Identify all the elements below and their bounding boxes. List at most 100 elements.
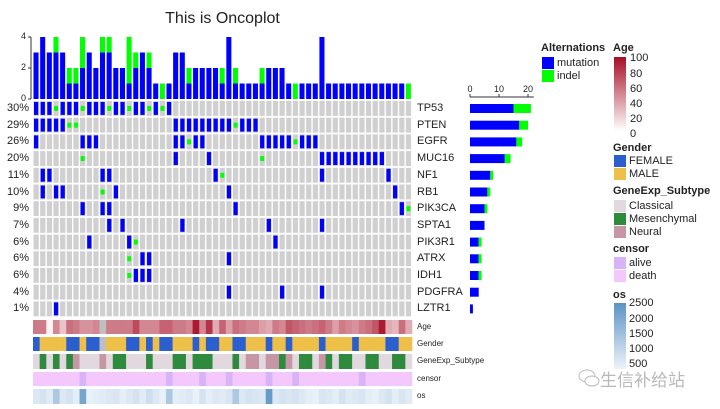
top-bar-mutation [286,83,292,99]
cell-empty [372,234,378,250]
annotation-os-cell [385,389,393,404]
cell-empty [365,234,372,250]
annotation-age-cell [318,320,326,334]
cell-empty [359,134,365,150]
cell-mutation [220,118,225,132]
cell-empty [146,201,152,217]
legend-age-title: Age [613,42,634,54]
cell-empty [306,268,312,283]
annotation-subtype-cell [219,354,227,369]
cell-empty [392,301,398,317]
cell-mutation [140,269,145,282]
cell-empty [186,234,192,250]
cell-empty [219,101,225,116]
annotation-subtype-cell [199,354,207,369]
annotation-label: os [417,391,426,400]
cell-empty [213,134,219,150]
annotation-censor-cell [179,372,187,386]
top-bar-mutation [66,83,72,99]
cell-empty [126,134,132,150]
cell-empty [93,301,99,317]
annotation-subtype-cell [332,354,340,369]
annotation-os-cell [405,389,413,404]
cell-empty [346,217,352,233]
annotation-os-cell [33,389,40,404]
cell-empty [179,284,186,300]
cell-empty [399,251,405,267]
wechat-icon [578,369,600,387]
cell-mutation [200,118,205,132]
cell-empty [359,284,365,300]
cell-empty [246,184,252,200]
cell-empty [193,301,199,317]
cell-empty [372,167,378,183]
cell-empty [372,268,378,283]
legend-os-tick: 2000 [629,313,654,325]
cell-empty [86,301,92,317]
cell-empty [372,184,378,200]
cell-empty [339,101,345,116]
cell-empty [139,117,146,133]
cell-empty [219,301,225,317]
cell-empty [326,201,332,217]
annotation-age-cell [245,320,253,334]
cell-empty [66,268,72,283]
cell-empty [286,268,292,283]
annotation-gender-cell [72,337,80,351]
annotation-censor-cell [33,372,40,386]
cell-empty [126,301,132,317]
cell-mutation [47,102,52,115]
cell-empty [339,251,345,267]
annotation-subtype-cell [192,354,200,369]
cell-empty [399,117,405,133]
cell-empty [272,201,279,217]
cell-empty [339,117,345,133]
cell-mutation [186,118,192,132]
cell-empty [392,251,398,267]
cell-empty [99,117,106,133]
top-bar-mutation [226,37,232,99]
cell-empty [279,201,285,217]
cell-empty [113,117,119,133]
annotation-age-cell [272,320,280,334]
cell-empty [93,268,99,283]
cell-empty [46,201,53,217]
cell-empty [332,234,338,250]
annotation-gender-cell [132,337,140,351]
cell-empty [66,284,72,300]
cell-mutation [306,135,311,149]
cell-empty [133,301,139,317]
annotation-subtype-cell [405,354,413,369]
cell-empty [93,201,99,217]
cell-empty [66,234,72,250]
annotation-censor-cell [172,372,180,386]
cell-empty [40,234,46,250]
cell-empty [119,134,126,150]
cell-empty [53,268,59,283]
cell-empty [60,251,66,267]
cell-empty [33,301,39,317]
top-bar-mutation [146,68,152,99]
annotation-subtype-cell [338,354,346,369]
cell-empty [246,101,252,116]
annotation-subtype-cell [259,354,267,369]
cell-empty [60,268,66,283]
cell-mutation [113,102,119,115]
cell-empty [106,151,112,166]
cell-mutation [253,118,258,132]
cell-empty [399,101,405,116]
cell-empty [352,167,358,183]
cell-mutation [326,152,331,165]
cell-empty [186,167,192,183]
annotation-censor-cell [92,372,100,386]
cell-empty [186,184,192,200]
annotation-subtype-cell [378,354,386,369]
cell-empty [405,301,412,317]
cell-empty [286,301,292,317]
cell-indel [107,105,112,111]
annotation-age-cell [86,320,94,334]
cell-empty [226,134,232,150]
annotation-gender-cell [99,337,107,351]
top-bar-mutation [73,83,79,99]
cell-empty [392,167,398,183]
